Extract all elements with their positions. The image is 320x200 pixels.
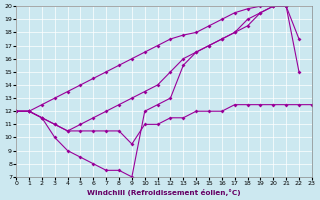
- X-axis label: Windchill (Refroidissement éolien,°C): Windchill (Refroidissement éolien,°C): [87, 189, 241, 196]
